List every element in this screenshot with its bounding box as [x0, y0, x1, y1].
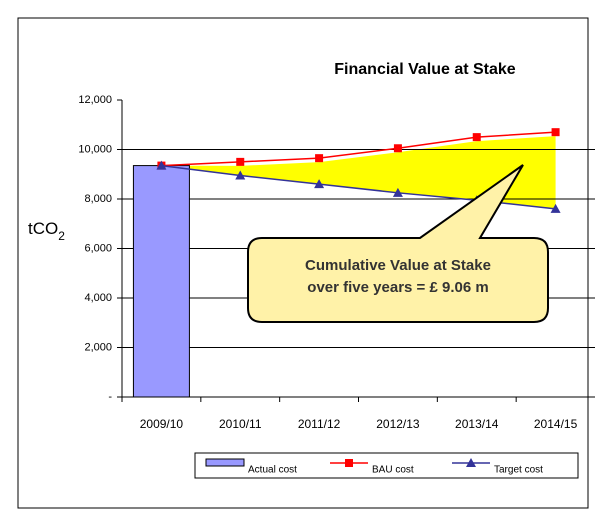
marker [156, 160, 167, 170]
y-tick-label: 8,000 [84, 193, 112, 205]
x-tick-label: 2012/13 [376, 417, 420, 431]
x-tick-label: 2009/10 [140, 417, 184, 431]
legend-box [194, 452, 579, 479]
marker [314, 179, 325, 189]
callout [247, 164, 549, 323]
x-tick-label: 2014/15 [534, 417, 578, 431]
legend-swatch [205, 458, 245, 467]
marker [392, 187, 403, 197]
x-tick-label: 2011/12 [298, 417, 341, 431]
y-axis-label-sub: 2 [58, 229, 65, 243]
y-tick-label: 12,000 [78, 94, 112, 106]
y-axis-label: tCO2 [28, 219, 65, 243]
legend-label: Actual cost [248, 465, 297, 476]
marker [472, 133, 481, 142]
marker [551, 128, 560, 137]
legend-marker [466, 458, 476, 467]
marker [236, 157, 245, 166]
x-tick-label: 2010/11 [219, 417, 262, 431]
y-tick-label: 4,000 [84, 292, 112, 304]
y-tick-label: 10,000 [78, 143, 112, 155]
chart-title: Financial Value at Stake [334, 61, 516, 78]
marker [550, 203, 561, 213]
value-at-stake-area [161, 136, 556, 209]
marker [235, 170, 246, 180]
y-tick-label: 6,000 [84, 242, 112, 254]
legend-item: Actual cost [205, 458, 297, 476]
legend-label: Target cost [494, 465, 543, 476]
x-tick-label: 2013/14 [455, 417, 499, 431]
y-tick-label: - [108, 391, 112, 403]
y-axis-label-main: tCO [28, 219, 58, 238]
marker [315, 154, 324, 163]
bar [132, 165, 190, 398]
legend-item: BAU cost [330, 459, 414, 476]
line-series [161, 131, 556, 167]
marker [393, 144, 402, 153]
y-tick-label: 2,000 [84, 341, 112, 353]
legend-marker [345, 459, 353, 467]
callout-text: over five years = £ 9.06 m [307, 279, 488, 296]
legend-item: Target cost [452, 458, 543, 476]
legend-label: BAU cost [372, 465, 414, 476]
callout-text: Cumulative Value at Stake [305, 257, 491, 274]
